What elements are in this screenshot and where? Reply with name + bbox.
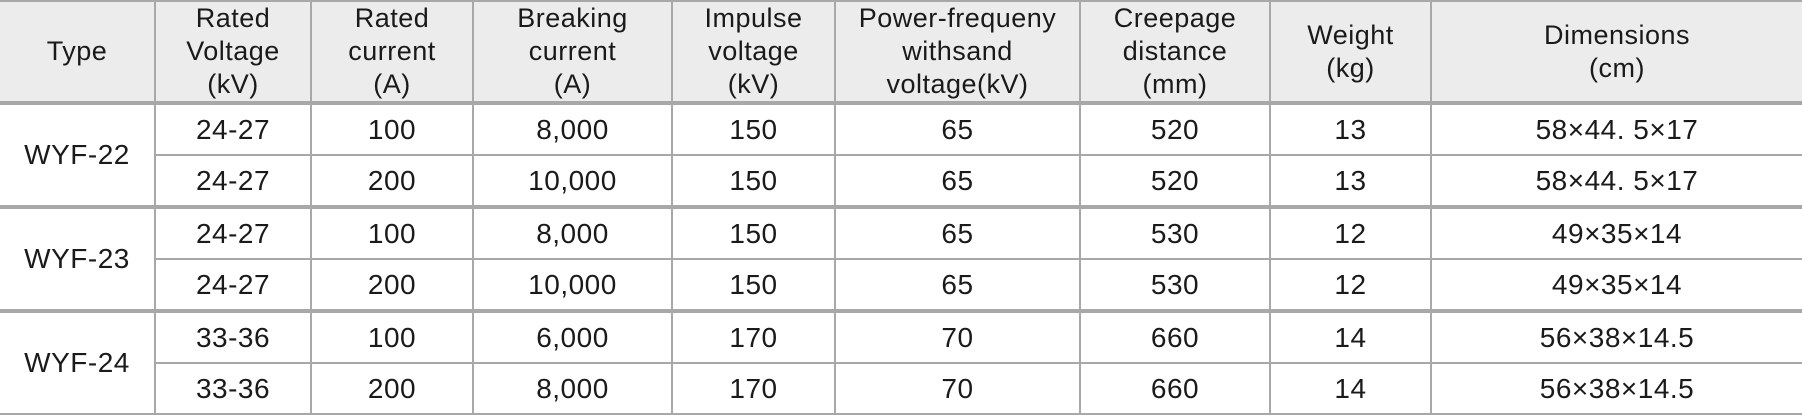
data-cell: 150 xyxy=(671,154,836,208)
data-cell: 6,000 xyxy=(472,309,673,364)
data-cell: 530 xyxy=(1079,205,1271,260)
data-cell: 65 xyxy=(834,154,1081,208)
header-cell: Weight (kg) xyxy=(1269,0,1432,104)
data-cell: 56×38×14.5 xyxy=(1430,362,1802,415)
data-cell: 100 xyxy=(310,309,474,364)
table-row: 24-27 200 10,000 150 65 530 12 49×35×14 xyxy=(0,258,1802,312)
data-cell: 10,000 xyxy=(472,258,673,312)
header-line: Impulse xyxy=(704,3,803,33)
table-header: Type Rated Voltage (kV) Rated current (A) Break… xyxy=(0,0,1802,104)
data-cell: 660 xyxy=(1079,309,1271,364)
header-line: (kg) xyxy=(1326,52,1375,83)
data-cell: 24-27 xyxy=(155,154,312,208)
header-line: (mm) xyxy=(1142,69,1208,99)
header-line: (kV) xyxy=(727,69,780,99)
table-row: WYF-24 33-36 100 6,000 170 70 660 14 56×38×14.5 xyxy=(0,309,1802,415)
data-cell: 33-36 xyxy=(154,309,312,364)
data-cell: 65 xyxy=(834,101,1081,156)
header-cell: Breaking current (A) xyxy=(472,0,673,104)
data-cell: 150 xyxy=(671,258,836,312)
data-cell: 520 xyxy=(1079,101,1271,156)
table-row: WYF-23 24-27 100 8,000 150 65 530 12 49×35×14 xyxy=(0,205,1802,312)
data-cell: 24-27 xyxy=(155,258,312,312)
table-row: WYF-22 24-27 100 8,000 150 65 520 13 58×44. 5×17 xyxy=(0,101,1802,208)
data-cell: 100 xyxy=(310,101,474,156)
header-line: Voltage xyxy=(186,36,280,66)
data-cell: 100 xyxy=(310,205,474,260)
header-cell: Creepage distance (mm) xyxy=(1079,0,1271,104)
data-cell: 530 xyxy=(1079,258,1271,312)
data-cell: 660 xyxy=(1079,362,1271,415)
data-cell: 8,000 xyxy=(472,101,673,156)
header-line: distance xyxy=(1122,36,1228,66)
type-cell: WYF-22 xyxy=(0,101,156,208)
header-line: withsand xyxy=(902,36,1013,66)
data-cell: 170 xyxy=(671,309,836,364)
header-line: voltage xyxy=(708,36,799,66)
header-line: (A) xyxy=(553,69,592,99)
data-cell: 33-36 xyxy=(155,362,312,415)
data-cell: 24-27 xyxy=(154,101,312,156)
data-cell: 14 xyxy=(1269,362,1432,415)
data-cell: 10,000 xyxy=(472,154,673,208)
header-cell: Rated current (A) xyxy=(310,0,474,104)
data-cell: 56×38×14.5 xyxy=(1430,309,1802,364)
table-body: WYF-22 24-27 100 8,000 150 65 520 13 58×44. 5×17… xyxy=(0,101,1802,415)
header-cell: Impulse voltage (kV) xyxy=(671,0,836,104)
data-cell: 200 xyxy=(310,362,474,415)
header-line: (cm) xyxy=(1589,52,1645,83)
header-row: Type Rated Voltage (kV) Rated current (A) Break… xyxy=(0,0,1802,104)
header-line: Type xyxy=(46,36,108,66)
header-line: current xyxy=(348,36,436,66)
header-line: (A) xyxy=(373,69,411,99)
header-line: Power-frequeny xyxy=(858,3,1057,33)
header-cell: Rated Voltage (kV) xyxy=(154,0,312,104)
data-cell: 49×35×14 xyxy=(1430,205,1802,260)
data-cell: 70 xyxy=(834,362,1081,415)
data-cell: 12 xyxy=(1269,205,1432,260)
data-cell: 13 xyxy=(1269,101,1432,156)
data-cell: 70 xyxy=(834,309,1081,364)
table-row: 33-36 200 8,000 170 70 660 14 56×38×14.5 xyxy=(0,362,1802,415)
table-row: 24-27 200 10,000 150 65 520 13 58×44. 5×17 xyxy=(0,154,1802,208)
data-cell: 49×35×14 xyxy=(1430,258,1802,312)
data-cell: 150 xyxy=(671,101,836,156)
data-cell: 200 xyxy=(310,154,474,208)
header-line: Creepage xyxy=(1113,3,1237,33)
header-line: Weight xyxy=(1307,19,1394,50)
data-cell: 65 xyxy=(834,205,1081,260)
data-cell: 12 xyxy=(1269,258,1432,312)
data-cell: 14 xyxy=(1269,309,1432,364)
data-cell: 520 xyxy=(1079,154,1271,208)
data-cell: 65 xyxy=(834,258,1081,312)
header-cell: Type xyxy=(0,0,156,104)
type-cell: WYF-23 xyxy=(0,205,156,312)
data-cell: 150 xyxy=(671,205,836,260)
data-cell: 8,000 xyxy=(472,362,673,415)
header-line: Rated xyxy=(195,3,271,33)
header-cell: Power-frequeny withsand voltage(kV) xyxy=(834,0,1081,104)
header-line: Dimensions xyxy=(1543,19,1691,50)
header-cell: Dimensions (cm) xyxy=(1430,0,1802,104)
header-line: current xyxy=(528,36,617,66)
header-line: (kV) xyxy=(207,69,259,99)
data-cell: 58×44. 5×17 xyxy=(1430,101,1802,156)
data-cell: 24-27 xyxy=(154,205,312,260)
data-cell: 170 xyxy=(671,362,836,415)
header-line: Breaking xyxy=(517,3,628,33)
header-line: voltage(kV) xyxy=(886,69,1029,99)
data-cell: 13 xyxy=(1269,154,1432,208)
data-cell: 200 xyxy=(310,258,474,312)
data-cell: 8,000 xyxy=(472,205,673,260)
header-line: Rated xyxy=(354,3,430,33)
type-cell: WYF-24 xyxy=(0,309,156,415)
data-cell: 58×44. 5×17 xyxy=(1430,154,1802,208)
